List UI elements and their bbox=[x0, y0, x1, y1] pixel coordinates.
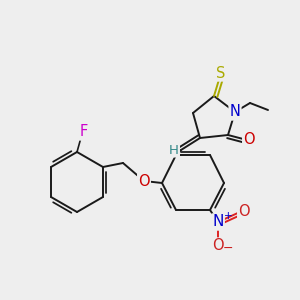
Text: O: O bbox=[138, 173, 150, 188]
Text: N: N bbox=[212, 214, 224, 230]
Text: F: F bbox=[80, 124, 88, 140]
Text: −: − bbox=[223, 242, 233, 254]
Text: +: + bbox=[224, 211, 232, 221]
Text: H: H bbox=[169, 143, 179, 157]
Text: S: S bbox=[216, 65, 226, 80]
Text: O: O bbox=[212, 238, 224, 253]
Text: O: O bbox=[243, 133, 255, 148]
Text: N: N bbox=[230, 104, 240, 119]
Text: O: O bbox=[238, 205, 250, 220]
